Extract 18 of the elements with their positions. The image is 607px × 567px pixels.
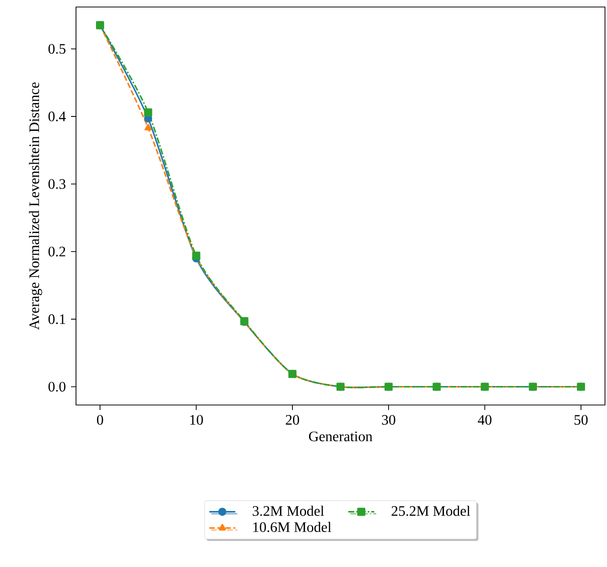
legend-label: 25.2M Model xyxy=(392,506,470,516)
y-tick-label: 0.4 xyxy=(48,112,66,122)
legend-label: 3.2M Model xyxy=(252,506,324,516)
y-tick-label: 0.0 xyxy=(48,382,66,392)
x-axis-title: Generation xyxy=(309,432,372,442)
y-tick-label: 0.3 xyxy=(48,179,66,189)
x-tick-label: 50 xyxy=(574,414,588,425)
x-tick-label: 30 xyxy=(382,414,396,425)
y-tick-label: 0.1 xyxy=(48,314,66,324)
x-tick-label: 0 xyxy=(96,414,104,425)
legend-label: 10.6M Model xyxy=(253,522,332,532)
y-axis-title: Average Normalized Levenshtein Distance xyxy=(28,82,42,330)
x-tick-label: 10 xyxy=(190,414,203,425)
y-tick-label: 0.5 xyxy=(48,44,66,54)
x-tick-label: 20 xyxy=(286,414,300,425)
point xyxy=(144,108,152,116)
y-tick-label: 0.2 xyxy=(48,246,66,256)
x-tick-label: 40 xyxy=(478,414,492,425)
